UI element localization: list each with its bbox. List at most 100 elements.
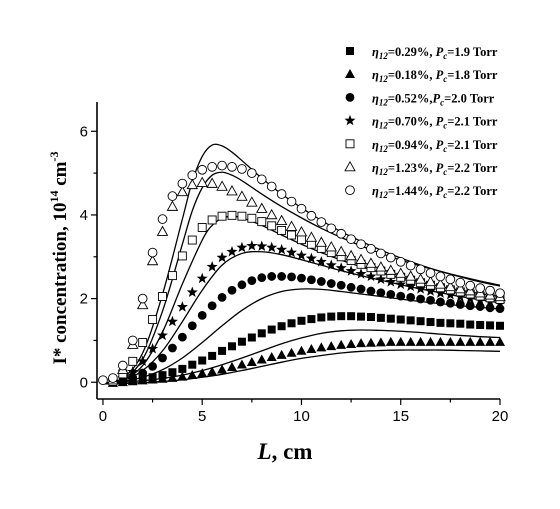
legend-marker [344,114,356,126]
data-point [396,291,406,301]
data-point [226,184,238,196]
data-point [376,288,386,298]
data-point [197,368,208,378]
data-point [197,310,207,320]
data-point [297,273,306,283]
data-point [365,270,377,282]
x-tick-label: 5 [198,408,206,425]
data-point [207,366,218,376]
data-point [216,180,228,191]
data-point [376,313,385,322]
data-point [435,271,446,282]
data-point [415,283,427,294]
fit-line-3 [102,288,501,385]
data-point [158,292,167,301]
data-point [176,185,189,197]
series-2-points [107,336,505,387]
legend-marker [345,69,355,78]
x-tick-label: 10 [293,408,310,425]
data-point [117,360,128,371]
data-point [375,261,387,272]
data-point [197,223,207,232]
data-point [208,351,217,360]
data-point [336,339,347,349]
data-point [147,374,158,384]
data-point [285,220,298,231]
data-point [256,354,267,364]
data-point [356,338,367,348]
x-axis-title: L, cm [257,439,313,464]
data-point [217,211,227,221]
series-1-points [108,312,504,387]
legend-marker [345,139,355,149]
data-point [315,236,328,247]
data-point [166,200,179,211]
data-point [436,297,445,307]
data-point [444,280,457,292]
data-point [336,228,347,239]
data-point [127,366,139,377]
data-point [346,339,357,349]
data-point [256,174,267,185]
data-point [376,248,386,259]
data-point [267,325,276,334]
data-point [325,241,338,252]
legend-entry: η12=0.94%, Pc=2.1 Torr [372,138,498,154]
legend: η12=0.29%, Pc=1.9 Torr η12=0.18%, Pc=1.8 … [344,45,498,200]
data-point [267,221,277,231]
data-point [177,251,187,261]
data-point [455,300,465,309]
data-point [434,278,447,289]
series-3-points [108,272,505,387]
x-tick-label: 15 [392,408,409,425]
legend-entry: η12=1.44%, Pc=2.2 Torr [372,184,498,200]
data-point [167,191,178,201]
data-point [206,261,218,272]
data-point [257,217,267,227]
y-axis-title-exponent: 14 [47,191,61,203]
data-point [267,272,277,281]
data-point [227,342,236,351]
data-point [147,247,158,258]
data-point [307,275,316,285]
series-4-points [107,240,506,387]
data-point [425,285,437,296]
data-point [237,337,246,346]
data-point [476,320,485,329]
data-point [455,336,466,346]
y-axis-title: I* concentration, 1014 cm-3 [47,151,71,364]
data-point [425,336,436,346]
data-point [176,301,188,312]
data-point [305,252,317,264]
data-point [357,312,366,321]
data-point [366,286,376,296]
data-point [167,372,178,382]
data-point [465,280,476,291]
data-point [496,321,504,330]
data-point [237,164,247,174]
data-point [138,368,148,378]
data-point [426,295,435,305]
data-point [486,321,495,330]
data-point [435,336,446,346]
data-point [276,349,287,359]
data-point [196,272,208,284]
data-point [335,262,347,273]
data-point [136,298,149,310]
legend-marker [345,185,355,196]
data-point [217,292,227,302]
data-point [465,301,475,311]
data-point [436,318,445,327]
data-point [198,356,207,365]
data-point [375,273,387,285]
data-point [326,223,337,234]
data-point [226,362,237,372]
data-point [445,336,456,346]
data-point [335,245,347,257]
data-point [315,255,327,267]
y-tick-label: 2 [80,291,88,308]
data-point [218,346,227,355]
data-point [475,302,485,311]
legend-entry: η12=0.52%,Pc=2.0 Torr [372,91,495,107]
